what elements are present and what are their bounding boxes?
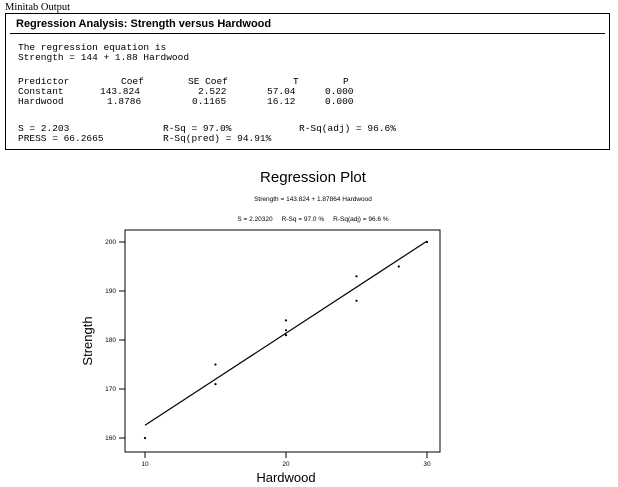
col-header-predictor: Predictor <box>18 76 70 87</box>
row-hardwood-p: 0.000 <box>325 96 354 107</box>
x-tick-label: 30 <box>423 461 431 468</box>
rsq-pred-value: R-Sq(pred) = 94.91% <box>163 133 272 144</box>
col-header-se-coef: SE Coef <box>188 76 228 87</box>
row-hardwood-predictor: Hardwood <box>18 96 64 107</box>
col-header-t: T <box>293 76 299 87</box>
data-point <box>143 436 147 440</box>
equation-intro: The regression equation is <box>18 42 167 53</box>
row-constant-se-coef: 2.522 <box>198 86 227 97</box>
data-point <box>355 275 358 278</box>
chart-subtitle-equation: Strength = 143.824 + 1.87864 Hardwood <box>254 196 372 203</box>
header-label: Minitab Output <box>5 2 71 13</box>
regression-equation: Strength = 144 + 1.88 Hardwood <box>18 52 190 63</box>
y-tick-label: 160 <box>105 435 116 442</box>
press-value: PRESS = 66.2665 <box>18 133 104 144</box>
data-point <box>214 363 217 366</box>
s-value: S = 2.203 <box>18 123 70 134</box>
data-point <box>355 299 358 302</box>
row-hardwood-se-coef: 0.1165 <box>192 96 227 107</box>
row-hardwood-t: 16.12 <box>267 96 296 107</box>
data-point <box>284 334 288 337</box>
y-axis-label: Strength <box>80 316 95 365</box>
rsq-value: R-Sq = 97.0% <box>163 123 232 134</box>
chart-subtitle-stats: S = 2.20320 R-Sq = 97.0 % R-Sq(adj) = 96… <box>237 216 388 223</box>
row-constant-coef: 143.824 <box>100 86 140 97</box>
col-header-p: P <box>343 76 349 87</box>
row-constant-p: 0.000 <box>325 86 354 97</box>
data-point <box>397 265 400 268</box>
regression-fit-line <box>144 240 428 426</box>
plot-area <box>124 229 441 453</box>
y-tick-label: 170 <box>105 386 116 393</box>
y-tick-label: 180 <box>105 337 116 344</box>
data-point <box>214 383 217 386</box>
y-tick-label: 190 <box>105 288 116 295</box>
regression-output-panel: Regression Analysis: Strength versus Har… <box>5 13 610 150</box>
y-tick-label: 200 <box>105 239 116 246</box>
output-title: Regression Analysis: Strength versus Har… <box>16 18 272 30</box>
x-tick-label: 10 <box>141 461 149 468</box>
chart-title: Regression Plot <box>260 169 367 186</box>
col-header-coef: Coef <box>121 76 144 87</box>
rsq-adj-value: R-Sq(adj) = 96.6% <box>299 123 396 134</box>
x-axis-label: Hardwood <box>256 470 315 485</box>
title-divider <box>10 33 605 34</box>
x-tick-label: 20 <box>282 461 290 468</box>
row-hardwood-coef: 1.8786 <box>107 96 142 107</box>
row-constant-predictor: Constant <box>18 86 64 97</box>
data-point <box>284 329 288 332</box>
data-point <box>425 240 429 244</box>
row-constant-t: 57.04 <box>267 86 296 97</box>
data-point <box>284 319 288 322</box>
